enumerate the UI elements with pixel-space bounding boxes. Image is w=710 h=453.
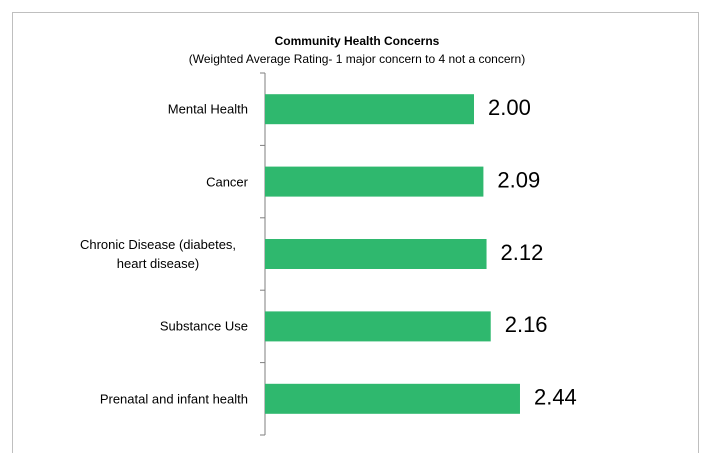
value-label: 2.44	[534, 385, 577, 410]
chart-subtitle: (Weighted Average Rating- 1 major concer…	[189, 52, 525, 66]
category-label: Prenatal and infant health	[99, 391, 248, 407]
chart-border	[12, 12, 699, 453]
value-label: 2.16	[505, 312, 548, 337]
value-label: 2.00	[488, 95, 531, 120]
category-label-box: Mental Health	[20, 100, 248, 119]
chart-title: Community Health Concerns	[275, 34, 440, 48]
category-label: Cancer	[206, 174, 248, 190]
bar	[265, 239, 487, 269]
category-label: Substance Use	[159, 318, 248, 334]
bar	[265, 383, 520, 414]
category-label-box: Substance Use	[20, 317, 248, 336]
value-label: 2.09	[497, 167, 540, 192]
category-label-box: Chronic Disease (diabetes, heart disease…	[20, 235, 248, 273]
category-label: Mental Health	[167, 101, 248, 117]
category-label: Chronic Disease (diabetes, heart disease…	[79, 237, 237, 271]
category-label-box: Prenatal and infant health	[20, 389, 248, 408]
bar	[265, 311, 491, 342]
category-label-box: Cancer	[20, 172, 248, 191]
value-label: 2.12	[501, 240, 544, 265]
bar	[265, 166, 484, 197]
bar	[265, 94, 474, 125]
